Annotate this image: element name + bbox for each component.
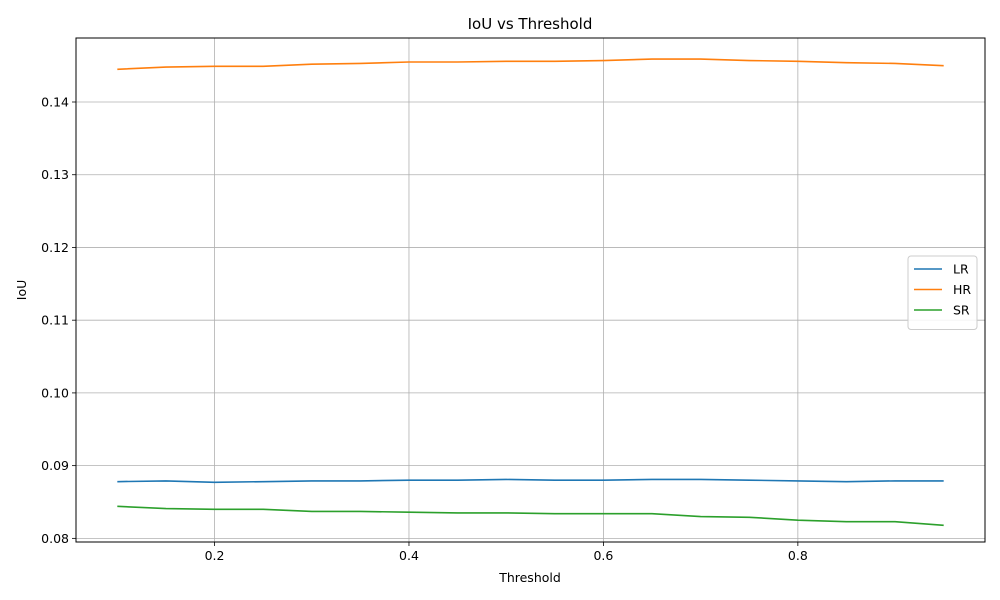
x-tick-label: 0.8	[788, 548, 808, 563]
y-tick-label: 0.14	[41, 95, 69, 110]
y-axis-title: IoU	[14, 280, 29, 300]
legend-box	[907, 255, 978, 330]
legend: LR HR SR	[907, 255, 978, 330]
legend-label-lr: LR	[953, 262, 969, 277]
y-tick-label: 0.12	[41, 240, 69, 255]
y-tick-label: 0.09	[41, 458, 69, 473]
series-line-hr	[117, 58, 944, 71]
y-tick-label: 0.10	[41, 385, 69, 400]
x-axis-title: Threshold	[498, 570, 561, 585]
plot-area	[76, 38, 985, 542]
series-lines	[117, 58, 944, 527]
y-tick-label: 0.08	[41, 531, 69, 546]
series-line-lr	[117, 478, 944, 484]
series-line-sr	[117, 505, 944, 527]
y-tick-label: 0.11	[41, 313, 69, 328]
grid-lines	[76, 38, 985, 542]
x-tick-label: 0.2	[205, 548, 225, 563]
y-tick-label: 0.13	[41, 167, 69, 182]
chart-title: IoU vs Threshold	[468, 15, 593, 33]
x-tick-label: 0.4	[399, 548, 419, 563]
axis-ticks: 0.2 0.4 0.6 0.8 0.08 0.09 0.10 0.11 0.12 0.13 0.14	[41, 95, 808, 564]
legend-label-sr: SR	[953, 303, 970, 318]
plot-frame	[75, 37, 986, 543]
legend-label-hr: HR	[953, 282, 971, 297]
x-tick-label: 0.6	[593, 548, 613, 563]
